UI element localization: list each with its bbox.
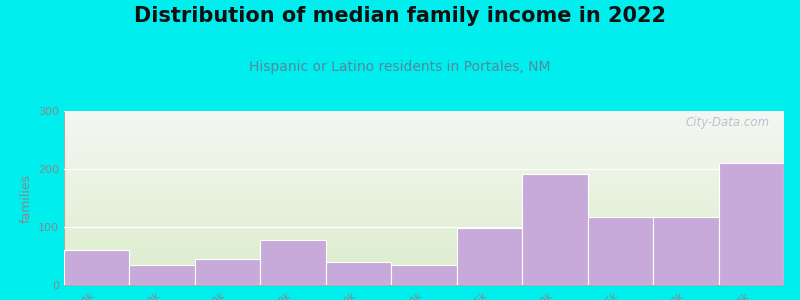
Bar xyxy=(64,250,130,285)
Bar xyxy=(260,240,326,285)
Bar xyxy=(130,265,195,285)
Text: Hispanic or Latino residents in Portales, NM: Hispanic or Latino residents in Portales… xyxy=(250,60,550,74)
Bar xyxy=(457,228,522,285)
Bar xyxy=(326,262,391,285)
Text: Distribution of median family income in 2022: Distribution of median family income in … xyxy=(134,6,666,26)
Text: City-Data.com: City-Data.com xyxy=(686,116,770,129)
Bar xyxy=(391,265,457,285)
Bar xyxy=(195,259,260,285)
Bar xyxy=(653,217,718,285)
Bar xyxy=(522,174,588,285)
Bar xyxy=(588,217,653,285)
Bar xyxy=(718,163,784,285)
Y-axis label: families: families xyxy=(19,173,33,223)
